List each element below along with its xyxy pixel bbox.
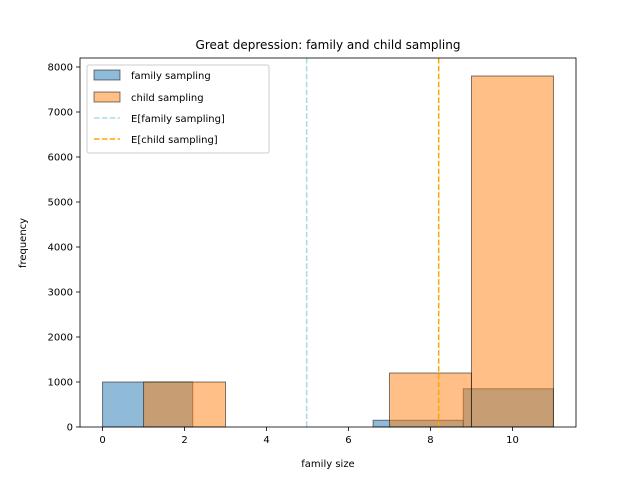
bar-child-sampling-1 (388, 372, 472, 428)
x-tick-label-0: 0 (99, 435, 105, 446)
x-tick-label-5: 10 (506, 435, 519, 446)
y-axis: 0 1000 2000 3000 4000 5000 6000 7000 8000 (48, 63, 80, 434)
x-tick-label-2: 4 (263, 435, 269, 446)
bar-child-sampling-2 (470, 75, 554, 428)
y-tick-label-3: 3000 (48, 288, 73, 299)
legend: family sampling child sampling E[family sa… (86, 64, 270, 154)
legend-label-0: family sampling (131, 71, 211, 82)
legend-swatch-0 (93, 69, 121, 81)
x-axis-label: family size (301, 459, 354, 470)
y-tick-label-7: 7000 (48, 108, 73, 119)
bar-child-sampling-0 (143, 381, 227, 428)
bars-layer (102, 75, 554, 428)
y-tick-label-1: 1000 (48, 378, 73, 389)
legend-label-1: child sampling (131, 93, 204, 104)
legend-swatch-1 (93, 91, 121, 103)
x-axis: 0 2 4 6 8 10 (99, 427, 519, 446)
y-tick-label-8: 8000 (48, 63, 73, 74)
y-axis-label: frequency (18, 218, 29, 268)
vlines-layer (305, 58, 440, 427)
legend-vline-label-1: E[child sampling] (131, 135, 218, 146)
y-tick-label-5: 5000 (48, 198, 73, 209)
chart-title: Great depression: family and child sampl… (196, 38, 461, 52)
plot-frame (79, 57, 577, 428)
y-tick-label-4: 4000 (48, 243, 73, 254)
legend-vline-label-0: E[family sampling] (131, 114, 225, 125)
y-tick-label-6: 6000 (48, 153, 73, 164)
y-tick-label-0: 0 (67, 423, 73, 434)
x-tick-label-4: 8 (427, 435, 433, 446)
x-tick-label-3: 6 (345, 435, 351, 446)
x-tick-label-1: 2 (181, 435, 187, 446)
y-tick-label-2: 2000 (48, 333, 73, 344)
legend-box (86, 64, 270, 154)
